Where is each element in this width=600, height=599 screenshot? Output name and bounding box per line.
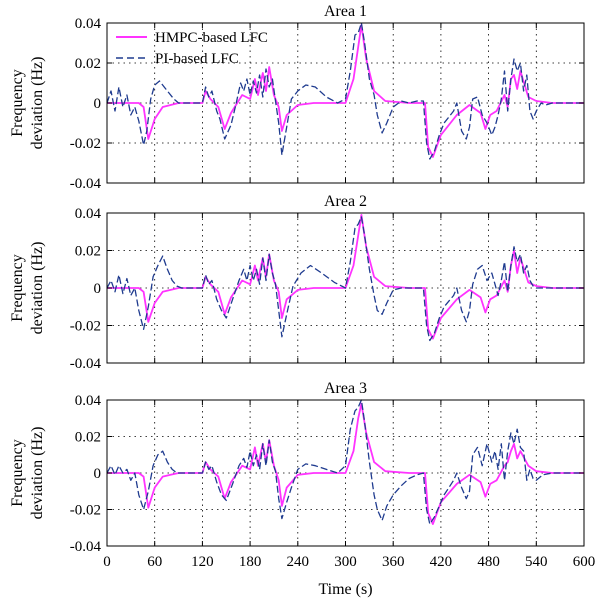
y-tick-label: 0 bbox=[94, 281, 102, 297]
y-tick-label: 0.02 bbox=[75, 244, 101, 260]
series-pi-line bbox=[106, 22, 584, 160]
y-axis-title: Frequency deviation (Hz) bbox=[9, 57, 46, 150]
y-tick-label: -0.04 bbox=[70, 176, 102, 192]
y-axis-title: Frequency deviation (Hz) bbox=[9, 427, 46, 520]
y-tick-label: -0.02 bbox=[70, 319, 101, 335]
y-tick-label: -0.02 bbox=[70, 503, 101, 519]
panel-2: -0.04 -0.02 0 0.02 0.04 Area 2 Frequency deviat… bbox=[9, 193, 585, 372]
y-tick-label: -0.04 bbox=[70, 356, 102, 372]
y-tick-label: 0 bbox=[94, 466, 102, 482]
x-tick-label: 480 bbox=[477, 554, 500, 570]
series-hmpc-line bbox=[107, 24, 584, 158]
x-tick-label: 360 bbox=[382, 554, 405, 570]
y-tick-label: 0.04 bbox=[75, 16, 102, 32]
x-tick-label: 180 bbox=[239, 554, 262, 570]
y-axis-title: Frequency deviation (Hz) bbox=[9, 242, 46, 335]
x-tick-label: 540 bbox=[525, 554, 548, 570]
y-tick-label: 0.04 bbox=[75, 393, 102, 409]
x-tick-label: 60 bbox=[147, 554, 162, 570]
legend-label: PI-based LFC bbox=[155, 51, 239, 67]
legend-label: HMPC-based LFC bbox=[155, 30, 268, 46]
x-tick-label: 0 bbox=[103, 554, 111, 570]
x-axis-title: Time (s) bbox=[318, 581, 372, 598]
y-tick-label: -0.02 bbox=[70, 136, 101, 152]
x-tick-label: 600 bbox=[573, 554, 596, 570]
panel-1: -0.04 -0.02 0 0.02 0.04 Area 1 Frequency deviat… bbox=[9, 3, 585, 192]
y-tick-label: -0.04 bbox=[70, 539, 102, 555]
series-hmpc-line bbox=[107, 214, 584, 340]
legend: HMPC-based LFC PI-based LFC bbox=[116, 30, 268, 67]
x-tick-label: 240 bbox=[287, 554, 310, 570]
series-pi-line bbox=[106, 216, 584, 342]
x-tick-label: 120 bbox=[191, 554, 214, 570]
y-tick-label: 0.02 bbox=[75, 430, 101, 446]
panel-3: -0.04 -0.02 0 0.02 0.04 0 60 120 180 240 300 360 420… bbox=[9, 380, 595, 570]
y-tick-label: 0.02 bbox=[75, 56, 101, 72]
y-tick-label: 0.04 bbox=[75, 206, 102, 222]
panel-title: Area 1 bbox=[324, 3, 367, 20]
x-tick-label: 300 bbox=[334, 554, 357, 570]
y-tick-label: 0 bbox=[94, 96, 102, 112]
panel-title: Area 2 bbox=[324, 193, 367, 210]
panel-title: Area 3 bbox=[324, 380, 367, 397]
x-tick-label: 420 bbox=[430, 554, 453, 570]
series-pi-line bbox=[106, 399, 584, 525]
